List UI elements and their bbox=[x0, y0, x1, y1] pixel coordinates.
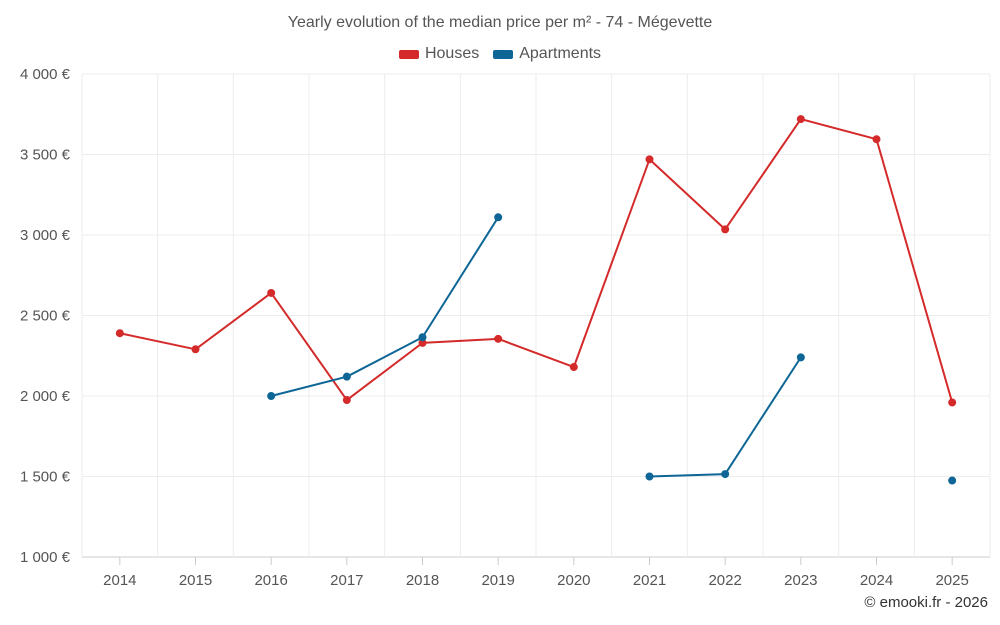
data-point-houses bbox=[418, 338, 427, 347]
legend-label-apartments: Apartments bbox=[519, 45, 602, 62]
legend-item-apartments[interactable]: Apartments bbox=[493, 45, 601, 63]
data-point-apartments bbox=[721, 470, 730, 479]
data-point-houses bbox=[948, 398, 957, 407]
data-point-houses bbox=[569, 363, 578, 372]
data-point-houses bbox=[645, 155, 654, 164]
x-tick-label: 2015 bbox=[179, 572, 212, 589]
data-point-houses bbox=[872, 135, 881, 144]
data-point-houses bbox=[267, 288, 276, 297]
data-point-apartments bbox=[418, 333, 427, 342]
data-point-apartments bbox=[494, 213, 503, 222]
y-tick-label: 3 000 € bbox=[20, 227, 71, 244]
x-tick-label: 2023 bbox=[784, 572, 817, 589]
x-tick-label: 2021 bbox=[633, 572, 666, 589]
series-line-apartments bbox=[270, 216, 500, 397]
chart-title: Yearly evolution of the median price per… bbox=[287, 14, 713, 31]
legend-label-houses: Houses bbox=[424, 45, 480, 62]
data-point-houses bbox=[115, 329, 124, 338]
x-tick-label: 2025 bbox=[935, 572, 968, 589]
legend-swatch-apartments bbox=[493, 49, 514, 59]
y-tick-label: 4 000 € bbox=[20, 66, 71, 83]
data-point-houses bbox=[342, 396, 351, 405]
series-line-houses bbox=[118, 118, 954, 404]
legend-swatch-houses bbox=[398, 49, 419, 59]
x-tick-label: 2018 bbox=[406, 572, 439, 589]
legend: Houses Apartments bbox=[0, 45, 1000, 63]
y-tick-label: 3 500 € bbox=[20, 147, 71, 164]
series-line-apartments bbox=[648, 356, 802, 478]
data-point-apartments bbox=[948, 476, 957, 485]
x-tick-label: 2024 bbox=[860, 572, 893, 589]
data-point-houses bbox=[721, 225, 730, 234]
copyright-text: © emooki.fr - 2026 bbox=[864, 594, 988, 611]
data-point-apartments bbox=[342, 372, 351, 381]
y-tick-label: 1 000 € bbox=[20, 549, 71, 566]
y-tick-label: 1 500 € bbox=[20, 469, 71, 486]
x-tick-label: 2022 bbox=[708, 572, 741, 589]
y-tick-label: 2 500 € bbox=[20, 308, 71, 325]
data-point-houses bbox=[796, 115, 805, 124]
x-tick-label: 2020 bbox=[557, 572, 590, 589]
data-point-apartments bbox=[645, 472, 654, 481]
x-tick-label: 2014 bbox=[103, 572, 136, 589]
x-tick-label: 2019 bbox=[481, 572, 514, 589]
data-point-apartments bbox=[796, 353, 805, 362]
data-point-houses bbox=[191, 345, 200, 354]
legend-item-houses[interactable]: Houses bbox=[398, 45, 480, 63]
x-tick-label: 2016 bbox=[254, 572, 287, 589]
x-tick-label: 2017 bbox=[330, 572, 363, 589]
data-point-apartments bbox=[267, 392, 276, 400]
y-tick-label: 2 000 € bbox=[20, 388, 71, 405]
data-point-houses bbox=[494, 334, 503, 343]
